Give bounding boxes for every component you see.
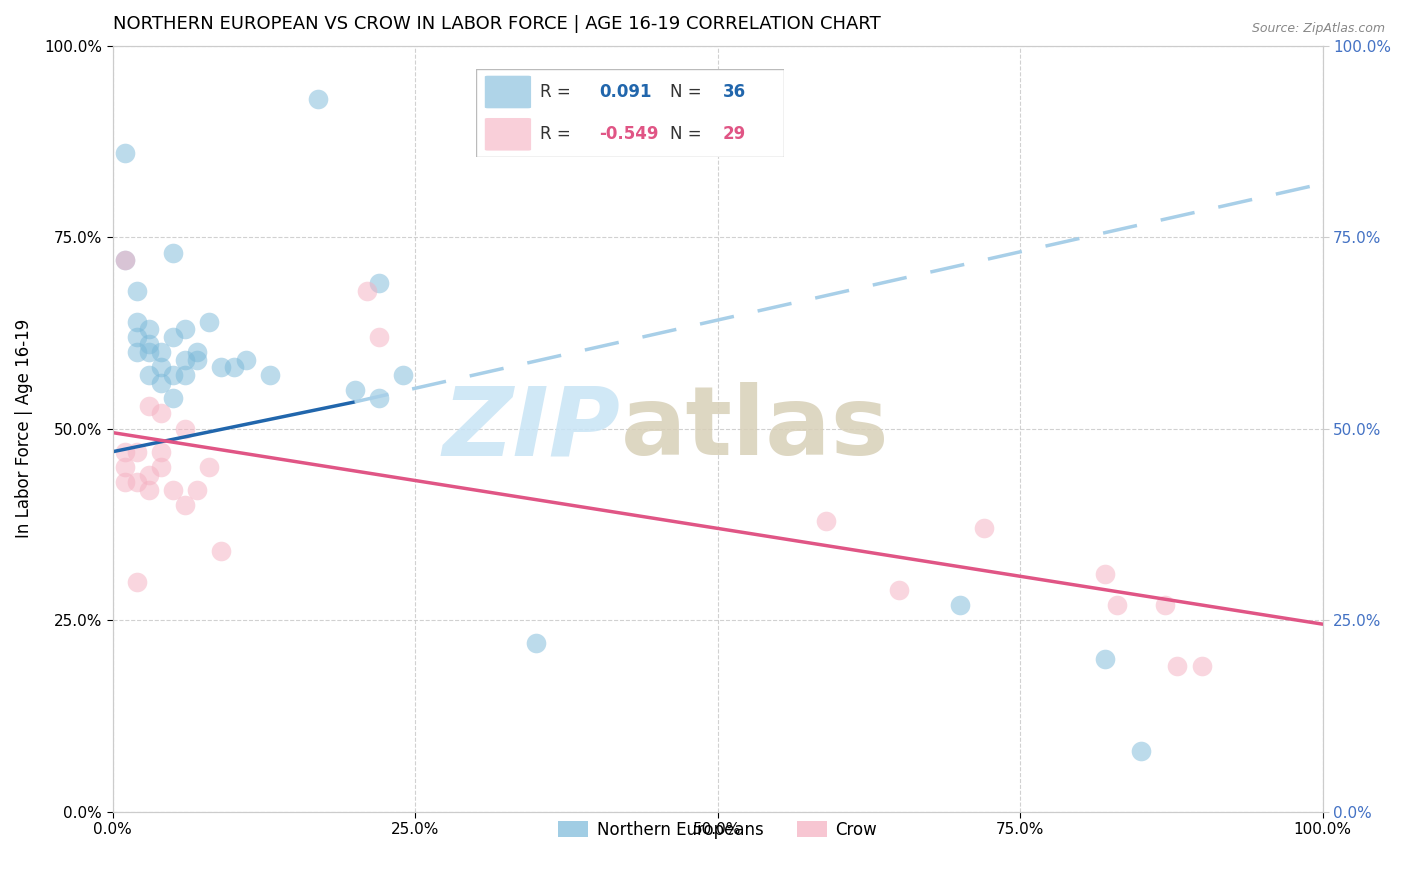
Point [149,407,172,421]
Point [198,460,221,475]
Point [174,499,197,513]
Point [114,253,136,268]
Point [162,245,184,260]
Point [1094,567,1116,582]
Point [149,444,172,458]
Text: NORTHERN EUROPEAN VS CROW IN LABOR FORCE | AGE 16-19 CORRELATION CHART: NORTHERN EUROPEAN VS CROW IN LABOR FORCE… [112,15,880,33]
Point [186,345,208,359]
Point [367,391,389,405]
Text: ZIP: ZIP [443,383,621,475]
Point [186,352,208,367]
Point [367,276,389,290]
Point [138,322,160,336]
Point [138,467,160,482]
Point [138,368,160,383]
Point [138,345,160,359]
Point [125,330,148,344]
Point [1154,598,1177,612]
Point [356,284,378,298]
Text: atlas: atlas [621,383,890,475]
Point [887,582,910,597]
Point [343,384,366,398]
Point [222,360,245,375]
Y-axis label: In Labor Force | Age 16-19: In Labor Force | Age 16-19 [15,319,32,539]
Point [815,514,838,528]
Point [125,574,148,589]
Legend: Northern Europeans, Crow: Northern Europeans, Crow [551,814,883,846]
Point [198,314,221,328]
Point [209,360,232,375]
Point [138,337,160,351]
Point [114,253,136,268]
Point [1105,598,1128,612]
Point [125,284,148,298]
Point [149,376,172,390]
Point [209,544,232,558]
Point [149,360,172,375]
Point [125,314,148,328]
Point [392,368,415,383]
Point [367,330,389,344]
Point [162,391,184,405]
Point [114,145,136,160]
Point [1130,743,1153,757]
Point [114,444,136,458]
Point [259,368,281,383]
Point [149,345,172,359]
Point [174,322,197,336]
Point [1094,651,1116,665]
Point [1191,659,1213,673]
Point [125,345,148,359]
Point [1166,659,1188,673]
Point [114,475,136,490]
Point [174,422,197,436]
Point [186,483,208,497]
Text: Source: ZipAtlas.com: Source: ZipAtlas.com [1251,22,1385,36]
Point [125,444,148,458]
Point [235,352,257,367]
Point [162,330,184,344]
Point [138,399,160,413]
Point [162,368,184,383]
Point [174,368,197,383]
Point [138,483,160,497]
Point [114,460,136,475]
Point [149,460,172,475]
Point [948,598,970,612]
Point [524,636,547,650]
Point [174,352,197,367]
Point [162,483,184,497]
Point [307,92,329,106]
Point [973,521,995,535]
Point [125,475,148,490]
